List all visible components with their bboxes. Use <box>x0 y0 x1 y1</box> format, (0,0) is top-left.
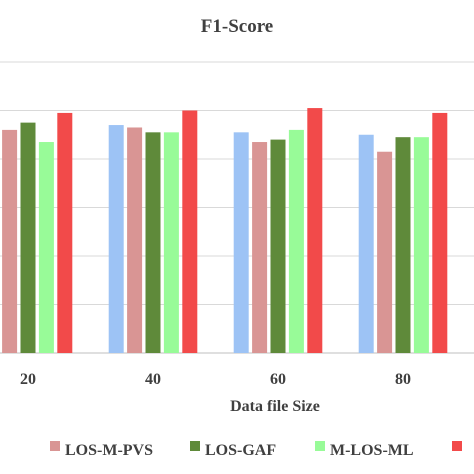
legend-swatch <box>50 441 60 451</box>
x-tick-labels: 20 40 60 80 <box>20 371 411 388</box>
x-tick-label: 80 <box>395 371 411 388</box>
bar-series-4-cat-60 <box>307 108 323 353</box>
legend-swatch <box>190 441 200 451</box>
bar-series-0-cat-40 <box>108 125 124 353</box>
bar-series-4-cat-40 <box>182 110 198 353</box>
bar-series-2-cat-60 <box>270 139 286 353</box>
bar-series-3-cat-20 <box>38 142 54 353</box>
bar-series-1-cat-20 <box>2 129 18 353</box>
x-tick-label: 40 <box>145 371 161 388</box>
chart-title: F1-Score <box>201 16 273 37</box>
bar-series-4-cat-80 <box>432 112 448 353</box>
legend-item: LOS-GAF <box>190 441 276 459</box>
bar-series-2-cat-80 <box>395 137 411 353</box>
bar-series-1-cat-80 <box>377 151 393 353</box>
bar-series-2-cat-40 <box>145 132 161 353</box>
bar-series-0-cat-60 <box>233 132 249 353</box>
legend-label: LOS-GAF <box>205 442 276 459</box>
legend-item: M-LOS-ML <box>315 441 414 459</box>
bars <box>2 108 448 353</box>
legend-label: M-LOS-ML <box>330 442 414 459</box>
legend-item: LOS-M-PVS <box>50 441 153 459</box>
bar-series-1-cat-60 <box>252 142 268 353</box>
legend-item <box>452 441 462 451</box>
legend-swatch <box>315 441 325 451</box>
x-tick-label: 60 <box>270 371 286 388</box>
x-tick-label: 20 <box>20 371 36 388</box>
bar-series-0-cat-80 <box>358 134 374 353</box>
legend-label: LOS-M-PVS <box>65 442 153 459</box>
bar-series-2-cat-20 <box>20 122 36 353</box>
bar-series-3-cat-80 <box>413 137 429 353</box>
bar-series-1-cat-40 <box>127 127 143 353</box>
legend-swatch <box>452 441 462 451</box>
bar-series-3-cat-60 <box>288 129 304 353</box>
bar-series-3-cat-40 <box>163 132 179 353</box>
bar-series-4-cat-20 <box>57 112 73 353</box>
x-axis-label: Data file Size <box>230 398 320 415</box>
